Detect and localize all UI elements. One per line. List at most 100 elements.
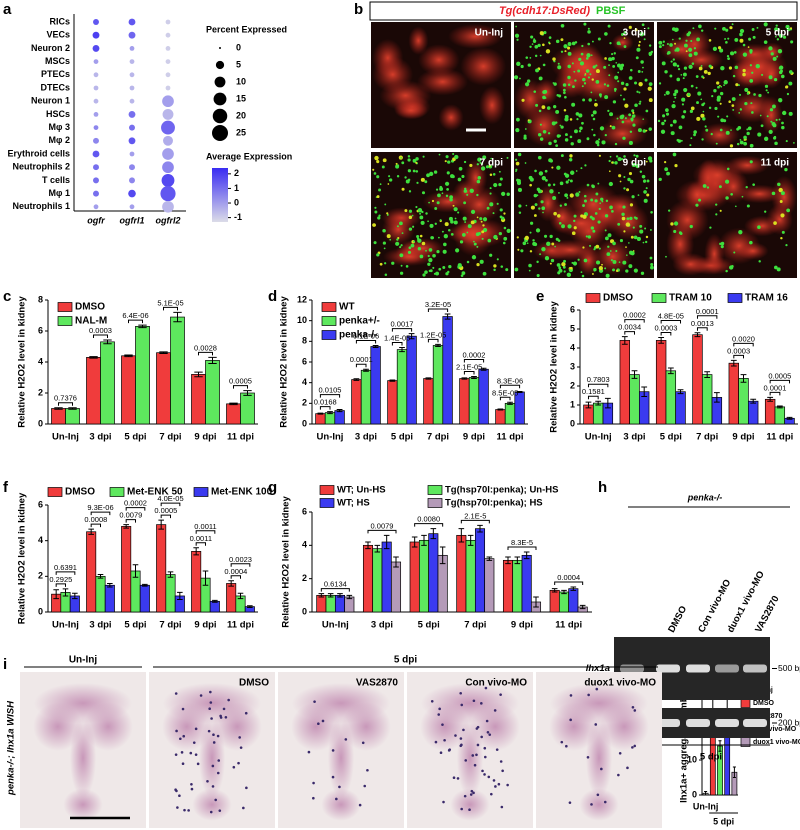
cell xyxy=(536,273,540,278)
cell xyxy=(463,201,467,205)
significance-bracket xyxy=(160,514,171,519)
cell xyxy=(573,226,577,230)
cell xyxy=(703,70,708,74)
cell xyxy=(578,129,582,133)
wish-image xyxy=(149,672,275,828)
cell xyxy=(704,125,707,128)
cell xyxy=(523,136,527,140)
cell xyxy=(480,166,486,171)
bar xyxy=(65,408,80,425)
aggregate xyxy=(307,750,311,754)
cell xyxy=(647,27,650,30)
significance-bracket xyxy=(195,542,206,546)
cell xyxy=(583,258,588,263)
cell xyxy=(610,259,613,262)
cell xyxy=(469,163,473,168)
cell xyxy=(524,235,529,241)
cell xyxy=(620,63,625,67)
cell xyxy=(525,56,529,59)
cell xyxy=(643,190,647,194)
legend-swatch xyxy=(427,485,443,495)
x-tick-label: 3 dpi xyxy=(89,432,111,443)
cell xyxy=(723,84,725,87)
cell xyxy=(635,163,640,169)
dot xyxy=(129,85,135,91)
cell xyxy=(493,234,498,240)
cell xyxy=(564,193,568,198)
p-value: 8.3E-06 xyxy=(497,376,523,385)
cell xyxy=(459,240,464,244)
cell xyxy=(793,142,795,144)
cell xyxy=(516,38,519,41)
cell xyxy=(631,162,636,168)
aggregate xyxy=(212,741,216,744)
cell xyxy=(503,212,506,215)
cell xyxy=(552,196,557,201)
cell xyxy=(725,28,729,32)
p-value: 0.0004 xyxy=(557,573,580,582)
cell xyxy=(778,28,781,31)
cell xyxy=(419,212,422,215)
cell xyxy=(774,141,778,146)
cell xyxy=(617,80,620,83)
cell xyxy=(618,261,621,264)
cell xyxy=(608,181,614,187)
cell xyxy=(641,174,646,179)
cell xyxy=(744,87,749,92)
wish-label: Con vivo-MO xyxy=(465,678,527,689)
cell xyxy=(719,102,722,105)
tubule xyxy=(593,238,633,276)
cell xyxy=(599,202,602,205)
cell xyxy=(542,95,546,100)
cell xyxy=(536,260,539,264)
cell xyxy=(712,46,718,52)
error-bar xyxy=(138,324,147,329)
cell xyxy=(722,27,726,31)
cell xyxy=(548,141,552,146)
cell xyxy=(424,270,428,274)
aggregate xyxy=(569,694,573,697)
cell xyxy=(690,106,695,111)
significance-bracket xyxy=(696,315,718,319)
aggregate xyxy=(569,718,572,722)
significance-bracket xyxy=(163,306,178,311)
cell xyxy=(408,190,412,193)
p-value: 6.1E-06 xyxy=(353,331,379,340)
aggregate xyxy=(480,702,483,705)
cell xyxy=(589,73,592,76)
y-tick-label: 0 xyxy=(570,418,575,428)
column-label: ogfr xyxy=(87,215,105,225)
cell xyxy=(498,182,502,187)
cell xyxy=(517,248,520,251)
cell xyxy=(623,31,627,34)
kidney xyxy=(162,702,212,751)
error-bar xyxy=(439,546,446,565)
cell xyxy=(614,75,619,80)
cell xyxy=(685,50,688,53)
cell xyxy=(657,119,661,123)
cell xyxy=(570,142,574,146)
tubule xyxy=(699,123,740,148)
cell xyxy=(768,46,773,51)
cell xyxy=(470,220,475,225)
cell xyxy=(373,172,377,175)
dot xyxy=(129,46,135,51)
x-tick-label: 11 dpi xyxy=(555,620,582,631)
cell xyxy=(714,27,717,30)
cell xyxy=(563,91,566,95)
cell xyxy=(551,166,554,169)
cell xyxy=(518,211,522,214)
cell xyxy=(628,264,633,269)
bar xyxy=(121,526,132,613)
panel-label: i xyxy=(3,656,7,673)
dot xyxy=(165,72,171,78)
cell xyxy=(658,40,663,45)
cell xyxy=(566,272,572,278)
cell xyxy=(620,114,625,118)
cell xyxy=(666,52,670,55)
bar xyxy=(387,380,398,425)
error-bar xyxy=(193,547,199,556)
error-bar xyxy=(704,791,708,796)
bar xyxy=(629,374,640,425)
cell xyxy=(500,265,504,268)
